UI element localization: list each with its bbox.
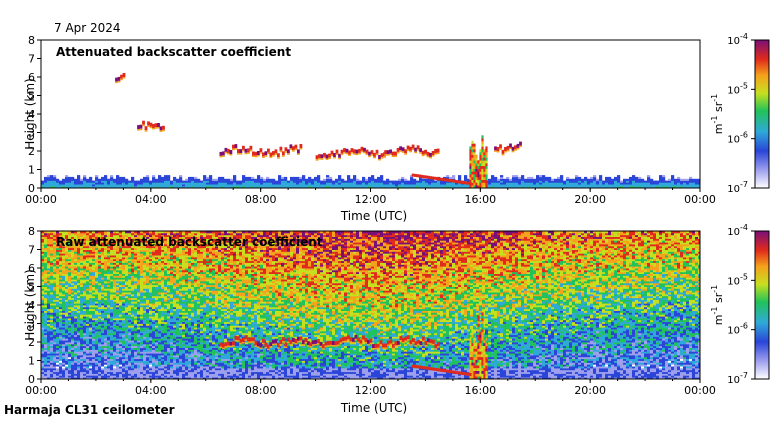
- plot-background: [41, 40, 700, 188]
- colorbar-units: m-1 sr-1: [710, 94, 725, 134]
- y-axis-label: Height (km): [23, 269, 37, 340]
- raw-backscatter-panel: Raw attenuated backscatter coefficient 0…: [23, 223, 769, 415]
- x-tick-label: 20:00: [574, 384, 606, 397]
- colorbar-tick-label: 10-7: [727, 371, 748, 386]
- x-tick-label: 12:00: [355, 384, 387, 397]
- x-axis-label: Time (UTC): [340, 209, 407, 223]
- panel-title: Attenuated backscatter coefficient: [56, 45, 291, 59]
- colorbar-tick-label: 10-6: [727, 322, 748, 337]
- colorbar: [755, 231, 769, 379]
- y-tick-label: 1: [28, 164, 35, 177]
- x-tick-label: 04:00: [135, 384, 167, 397]
- x-axis: 00:00 04:00 08:00 12:00 16:00 20:00 00:00: [25, 379, 716, 397]
- colorbar-tick-label: 10-6: [727, 131, 748, 146]
- y-axis-label: Height (km): [23, 78, 37, 149]
- x-axis: 00:00 04:00 08:00 12:00 16:00 20:00 00:00: [25, 188, 716, 206]
- x-axis-label: Time (UTC): [340, 401, 407, 415]
- date-label: 7 Apr 2024: [54, 21, 121, 35]
- colorbar-tick-label: 10-5: [727, 81, 748, 96]
- x-tick-label: 00:00: [25, 193, 57, 206]
- colorbar: [755, 40, 769, 188]
- x-tick-label: 16:00: [464, 193, 496, 206]
- instrument-label: Harmaja CL31 ceilometer: [4, 403, 175, 417]
- colorbar-tick-label: 10-5: [727, 272, 748, 287]
- y-tick-label: 7: [28, 244, 35, 257]
- panel-title: Raw attenuated backscatter coefficient: [56, 235, 323, 249]
- colorbar-ticks: 10-4 10-5 10-6 10-7: [727, 32, 755, 195]
- noise-gradient-feature: [41, 229, 701, 379]
- colorbar-tick-label: 10-4: [727, 32, 748, 47]
- x-tick-label: 12:00: [355, 193, 387, 206]
- heatmap-marks: [41, 229, 701, 379]
- x-tick-label: 20:00: [574, 193, 606, 206]
- x-tick-label: 16:00: [464, 384, 496, 397]
- x-tick-label: 04:00: [135, 193, 167, 206]
- y-tick-label: 7: [28, 53, 35, 66]
- y-tick-label: 8: [28, 34, 35, 47]
- backscatter-panel: Attenuated backscatter coefficient 01234…: [23, 32, 769, 223]
- colorbar-tick-label: 10-4: [727, 223, 748, 238]
- colorbar-tick-label: 10-7: [727, 180, 748, 195]
- x-tick-label: 08:00: [245, 384, 277, 397]
- colorbar-units: m-1 sr-1: [710, 285, 725, 325]
- y-tick-label: 8: [28, 225, 35, 238]
- x-tick-label: 00:00: [684, 193, 716, 206]
- y-tick-label: 1: [28, 355, 35, 368]
- x-tick-label: 00:00: [25, 384, 57, 397]
- x-tick-label: 00:00: [684, 384, 716, 397]
- x-tick-label: 08:00: [245, 193, 277, 206]
- colorbar-ticks: 10-4 10-5 10-6 10-7: [727, 223, 755, 386]
